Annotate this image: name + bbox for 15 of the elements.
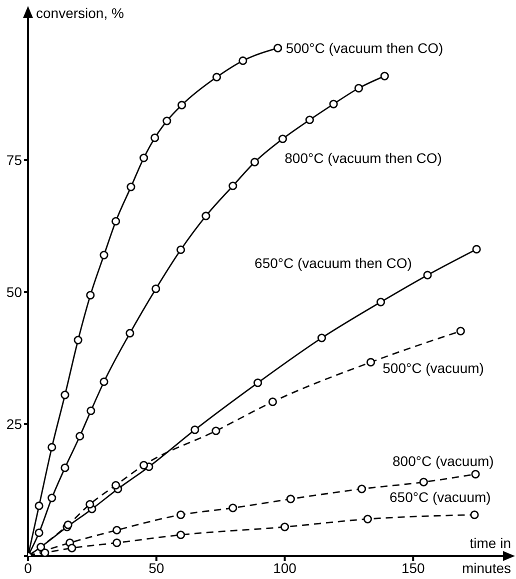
y-tick-label: 25: [6, 416, 22, 432]
x-tick-label: 100: [273, 560, 297, 576]
series-label: 800°C (vacuum): [392, 453, 494, 470]
series-label: 500°C (vacuum): [382, 360, 484, 376]
y-tick-label: 75: [6, 152, 22, 168]
series-label: 650°C (vacuum): [390, 488, 491, 505]
x-axis-title: time in minutes: [462, 535, 511, 576]
series-label: 650°C (vacuum then CO): [254, 255, 412, 272]
x-tick-label: 150: [401, 560, 426, 576]
series-label: 800°C (vacuum then CO): [284, 150, 442, 166]
y-tick-label: 50: [6, 284, 22, 300]
series-label: 500°C (vacuum then CO): [286, 40, 444, 56]
y-axis-title: conversion, %: [36, 5, 124, 21]
x-tick-label: 50: [148, 560, 164, 576]
x-tick-label: 0: [24, 560, 32, 576]
